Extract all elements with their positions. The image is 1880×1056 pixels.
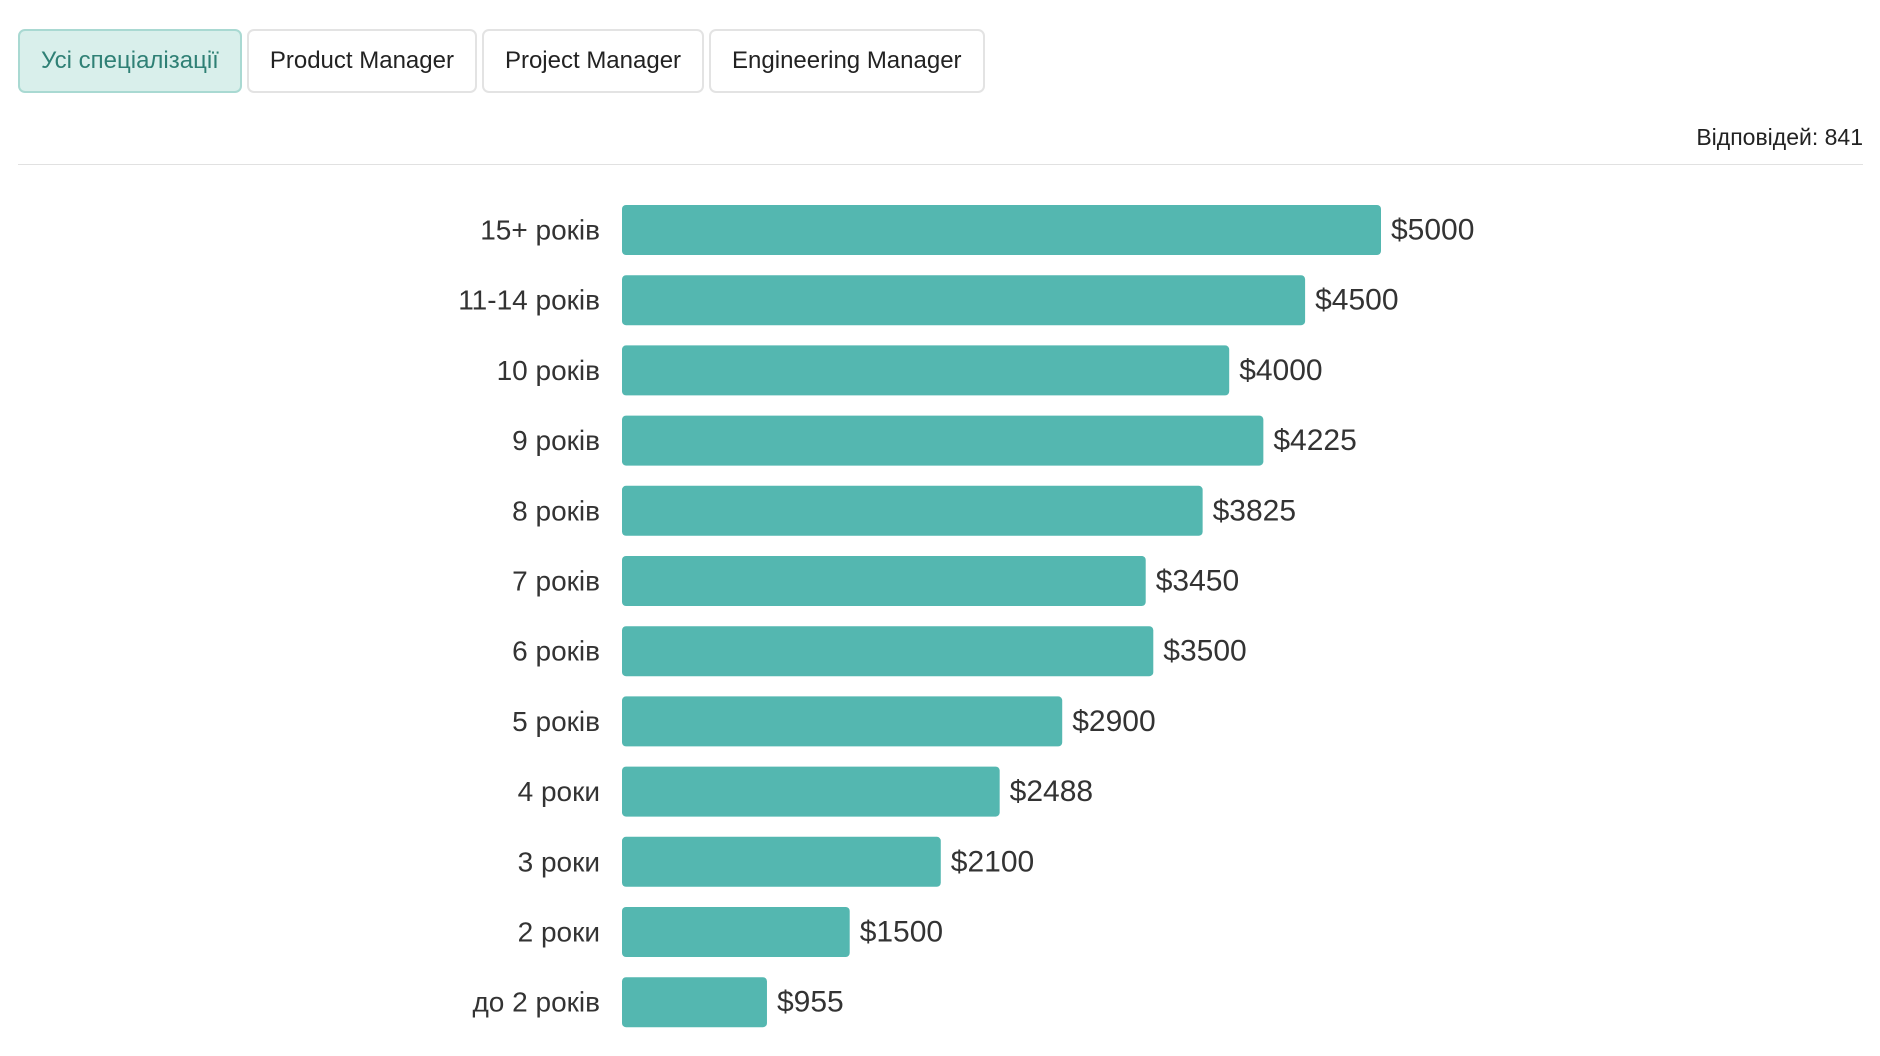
bar[interactable] bbox=[622, 205, 1381, 255]
tab-project-manager[interactable]: Project Manager bbox=[481, 29, 705, 93]
category-label: 4 роки bbox=[518, 776, 600, 807]
value-label: $5000 bbox=[1391, 214, 1474, 247]
category-label: 6 років bbox=[512, 636, 600, 667]
category-label: 3 роки bbox=[518, 846, 600, 877]
value-label: $2488 bbox=[1010, 775, 1093, 808]
category-label: 2 роки bbox=[518, 917, 600, 948]
bar[interactable] bbox=[622, 836, 941, 887]
divider bbox=[18, 164, 1863, 165]
category-label: до 2 років bbox=[472, 987, 600, 1018]
tab-all-specializations[interactable]: Усі спеціалізації bbox=[18, 29, 242, 93]
value-label: $4225 bbox=[1273, 424, 1356, 457]
bar[interactable] bbox=[622, 275, 1306, 326]
specialization-tabs: Усі спеціалізації Product Manager Projec… bbox=[18, 29, 985, 93]
category-label: 11-14 років bbox=[458, 285, 600, 316]
value-label: $3825 bbox=[1213, 494, 1296, 527]
tab-product-manager[interactable]: Product Manager bbox=[246, 29, 477, 93]
bar[interactable] bbox=[622, 626, 1154, 677]
bar[interactable] bbox=[622, 977, 767, 1028]
value-label: $955 bbox=[777, 986, 844, 1019]
category-label: 9 років bbox=[512, 425, 600, 456]
bar[interactable] bbox=[622, 556, 1146, 606]
bar[interactable] bbox=[622, 345, 1230, 396]
bar[interactable] bbox=[622, 907, 850, 957]
value-label: $4500 bbox=[1315, 284, 1398, 317]
value-label: $3450 bbox=[1156, 565, 1239, 598]
responses-count: Відповідей: 841 bbox=[1696, 124, 1863, 150]
value-label: $2100 bbox=[951, 845, 1034, 878]
value-label: $4000 bbox=[1239, 354, 1322, 387]
bar[interactable] bbox=[622, 415, 1264, 466]
category-label: 7 років bbox=[512, 566, 600, 597]
value-label: $2900 bbox=[1072, 705, 1155, 738]
category-label: 15+ років bbox=[480, 215, 600, 246]
category-label: 5 років bbox=[512, 706, 600, 737]
value-label: $1500 bbox=[860, 916, 943, 949]
value-label: $3500 bbox=[1163, 635, 1246, 668]
tab-engineering-manager[interactable]: Engineering Manager bbox=[709, 29, 985, 93]
category-label: 10 років bbox=[497, 355, 600, 386]
bar[interactable] bbox=[622, 766, 1000, 817]
bar[interactable] bbox=[622, 696, 1063, 747]
bar[interactable] bbox=[622, 485, 1203, 536]
category-label: 8 років bbox=[512, 495, 600, 526]
